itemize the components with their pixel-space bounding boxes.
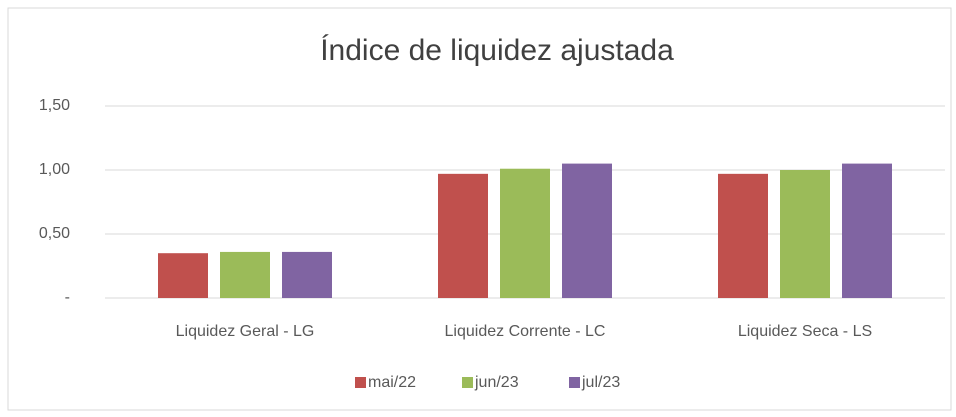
y-tick-label: - bbox=[65, 289, 70, 306]
bar bbox=[282, 251, 332, 298]
bar bbox=[158, 253, 208, 298]
legend-swatch bbox=[462, 377, 473, 388]
legend-label: mai/22 bbox=[368, 374, 416, 391]
legend-swatch bbox=[569, 377, 580, 388]
y-tick-label: 0,50 bbox=[39, 225, 70, 242]
bar bbox=[220, 251, 270, 298]
x-tick-label: Liquidez Corrente - LC bbox=[445, 323, 606, 340]
x-tick-label: Liquidez Seca - LS bbox=[738, 323, 872, 340]
legend-label: jun/23 bbox=[474, 374, 519, 391]
legend-label: jul/23 bbox=[581, 374, 620, 391]
bar bbox=[562, 163, 612, 298]
bar bbox=[842, 163, 892, 298]
bar bbox=[500, 168, 550, 298]
legend-swatch bbox=[355, 377, 366, 388]
bar bbox=[780, 170, 830, 298]
bar bbox=[438, 173, 488, 298]
bar bbox=[718, 173, 768, 298]
y-tick-label: 1,50 bbox=[39, 97, 70, 114]
chart-title: Índice de liquidez ajustada bbox=[320, 34, 674, 67]
x-tick-label: Liquidez Geral - LG bbox=[176, 323, 315, 340]
y-tick-label: 1,00 bbox=[39, 161, 70, 178]
